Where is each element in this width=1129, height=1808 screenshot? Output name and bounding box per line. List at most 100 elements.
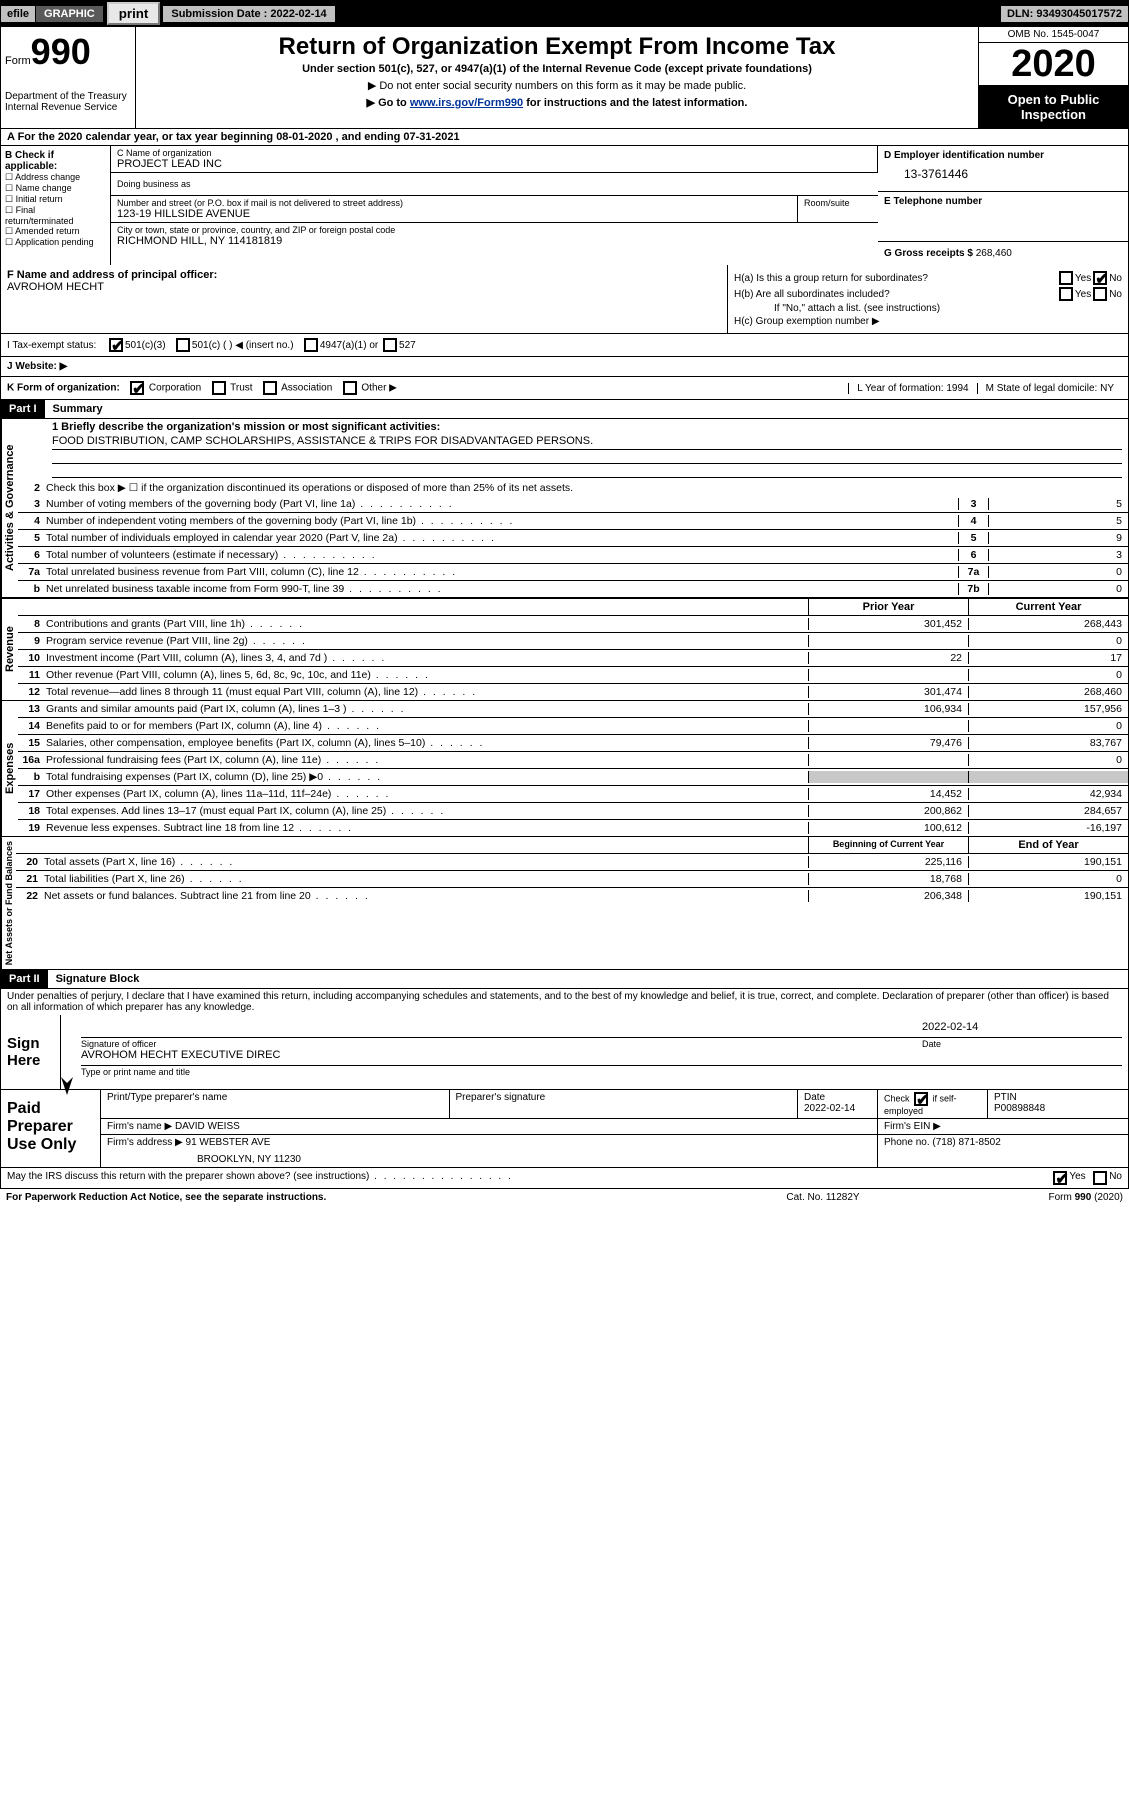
form-title: Return of Organization Exempt From Incom… [142,33,972,61]
prep-date-hdr: Date [804,1092,825,1103]
paid-preparer-section: Paid Preparer Use Only Print/Type prepar… [0,1090,1129,1168]
ha-no: No [1109,273,1122,284]
officer-name: AVROHOM HECHT [7,281,721,293]
dln-label: DLN: [1007,8,1036,20]
i-527-checkbox[interactable] [383,338,397,352]
b-opt-name[interactable]: ☐ Name change [5,183,106,194]
street-label: Number and street (or P.O. box if mail i… [117,198,791,208]
hb-note: If "No," attach a list. (see instruction… [734,303,1122,314]
summary-line: 6Total number of volunteers (estimate if… [18,547,1128,564]
topbar: efile GRAPHIC print Submission Date : 20… [0,0,1129,27]
part-i-row: Part I Summary [0,400,1129,419]
form-number: Form990 [5,31,131,73]
hb-yes-checkbox[interactable] [1059,287,1073,301]
financial-line: 12Total revenue—add lines 8 through 11 (… [18,684,1128,700]
financial-line: 8Contributions and grants (Part VIII, li… [18,616,1128,633]
ha-yes: Yes [1075,273,1091,284]
financial-line: 16aProfessional fundraising fees (Part I… [18,752,1128,769]
f-box: F Name and address of principal officer:… [1,265,728,333]
i-501c3: 501(c)(3) [125,340,166,351]
col-end: End of Year [968,837,1128,853]
discuss-no-checkbox[interactable] [1093,1171,1107,1185]
sign-section: Sign Here 2022-02-14 Signature of office… [0,1015,1129,1090]
firm-addr1: 91 WEBSTER AVE [186,1137,271,1148]
goto-link[interactable]: www.irs.gov/Form990 [410,97,523,109]
gross-label: G Gross receipts $ [884,248,976,259]
financial-line: 15Salaries, other compensation, employee… [18,735,1128,752]
section-b-c-d: B Check if applicable: ☐ Address change … [0,146,1129,265]
org-name: PROJECT LEAD INC [117,158,871,170]
efile-label: efile [1,6,36,22]
open-public: Open to Public Inspection [979,86,1128,128]
k-label: K Form of organization: [7,383,120,394]
city-value: RICHMOND HILL, NY 114181819 [117,235,872,247]
firm-addr2: BROOKLYN, NY 11230 [107,1148,871,1165]
self-employed-cell: Check if self-employed [878,1090,988,1118]
k-other-checkbox[interactable] [343,381,357,395]
header-row: Form990 Department of the Treasury Inter… [0,27,1129,129]
b-opt-pending[interactable]: ☐ Application pending [5,237,106,248]
b-opt-amended[interactable]: ☐ Amended return [5,226,106,237]
prep-date-cell: Date2022-02-14 [798,1090,878,1118]
ptin-hdr: PTIN [994,1092,1017,1103]
b-opt-initial[interactable]: ☐ Initial return [5,194,106,205]
ein-label: D Employer identification number [884,150,1122,161]
i-label: I Tax-exempt status: [7,340,107,351]
room-label: Room/suite [804,198,872,208]
dln-value: 93493045017572 [1036,8,1122,20]
self-employed-checkbox[interactable] [914,1092,928,1106]
k-trust: Trust [230,383,252,394]
summary-line: 4Number of independent voting members of… [18,513,1128,530]
discuss-yes-checkbox[interactable] [1053,1171,1067,1185]
phone-label: Phone no. [884,1137,932,1148]
financial-line: 11Other revenue (Part VIII, column (A), … [18,667,1128,684]
hb-no-checkbox[interactable] [1093,287,1107,301]
d-ein: D Employer identification number 13-3761… [878,146,1128,192]
goto-pre: ▶ Go to [367,97,410,109]
k-left: K Form of organization: Corporation Trus… [7,381,848,395]
firm-addr-cell: Firm's address ▶ 91 WEBSTER AVE BROOKLYN… [101,1135,878,1167]
part-ii-hdr: Part II [1,970,48,988]
ptin-value: P00898848 [994,1103,1045,1114]
c-street: Number and street (or P.O. box if mail i… [111,196,798,222]
dba-label: Doing business as [117,179,872,189]
ha-no-checkbox[interactable] [1093,271,1107,285]
b-opt-final[interactable]: ☐ Final return/terminated [5,205,106,226]
form-subtitle: Under section 501(c), 527, or 4947(a)(1)… [142,63,972,75]
na-label: Net Assets or Fund Balances [1,837,16,969]
form-num: 990 [31,31,91,72]
gov-label: Activities & Governance [1,419,18,597]
summary-line: 3Number of voting members of the governi… [18,496,1128,513]
k-assoc-checkbox[interactable] [263,381,277,395]
b-header: B Check if applicable: [5,150,106,172]
submission-date-label: Submission Date : [171,8,270,20]
ha-line: H(a) Is this a group return for subordin… [734,271,1122,285]
ha-yes-checkbox[interactable] [1059,271,1073,285]
financial-line: 17Other expenses (Part IX, column (A), l… [18,786,1128,803]
i-501c-checkbox[interactable] [176,338,190,352]
footer-row: For Paperwork Reduction Act Notice, see … [0,1189,1129,1206]
financial-line: 9Program service revenue (Part VIII, lin… [18,633,1128,650]
paid-label: Paid Preparer Use Only [1,1090,101,1167]
part-i-title: Summary [45,403,103,415]
i-4947-checkbox[interactable] [304,338,318,352]
mission-text: FOOD DISTRIBUTION, CAMP SCHOLARSHIPS, AS… [52,433,1122,450]
k-corp-checkbox[interactable] [130,381,144,395]
activities-governance: Activities & Governance 1 Briefly descri… [0,419,1129,598]
print-button[interactable]: print [107,2,161,25]
discuss-row: May the IRS discuss this return with the… [0,1168,1129,1189]
financial-line: 13Grants and similar amounts paid (Part … [18,701,1128,718]
i-527: 527 [399,340,416,351]
part-ii-row: Part II Signature Block [0,970,1129,989]
prep-sig-hdr: Preparer's signature [450,1090,799,1118]
c-column: C Name of organization PROJECT LEAD INC … [111,146,878,265]
col-begin: Beginning of Current Year [808,837,968,853]
submission-date: Submission Date : 2022-02-14 [163,6,334,22]
i-501c3-checkbox[interactable] [109,338,123,352]
discuss-yes: Yes [1069,1171,1085,1185]
mission-block: 1 Briefly describe the organization's mi… [18,419,1128,480]
col-prior: Prior Year [808,599,968,615]
k-trust-checkbox[interactable] [212,381,226,395]
graphic-label: GRAPHIC [36,6,104,22]
b-opt-address[interactable]: ☐ Address change [5,172,106,183]
